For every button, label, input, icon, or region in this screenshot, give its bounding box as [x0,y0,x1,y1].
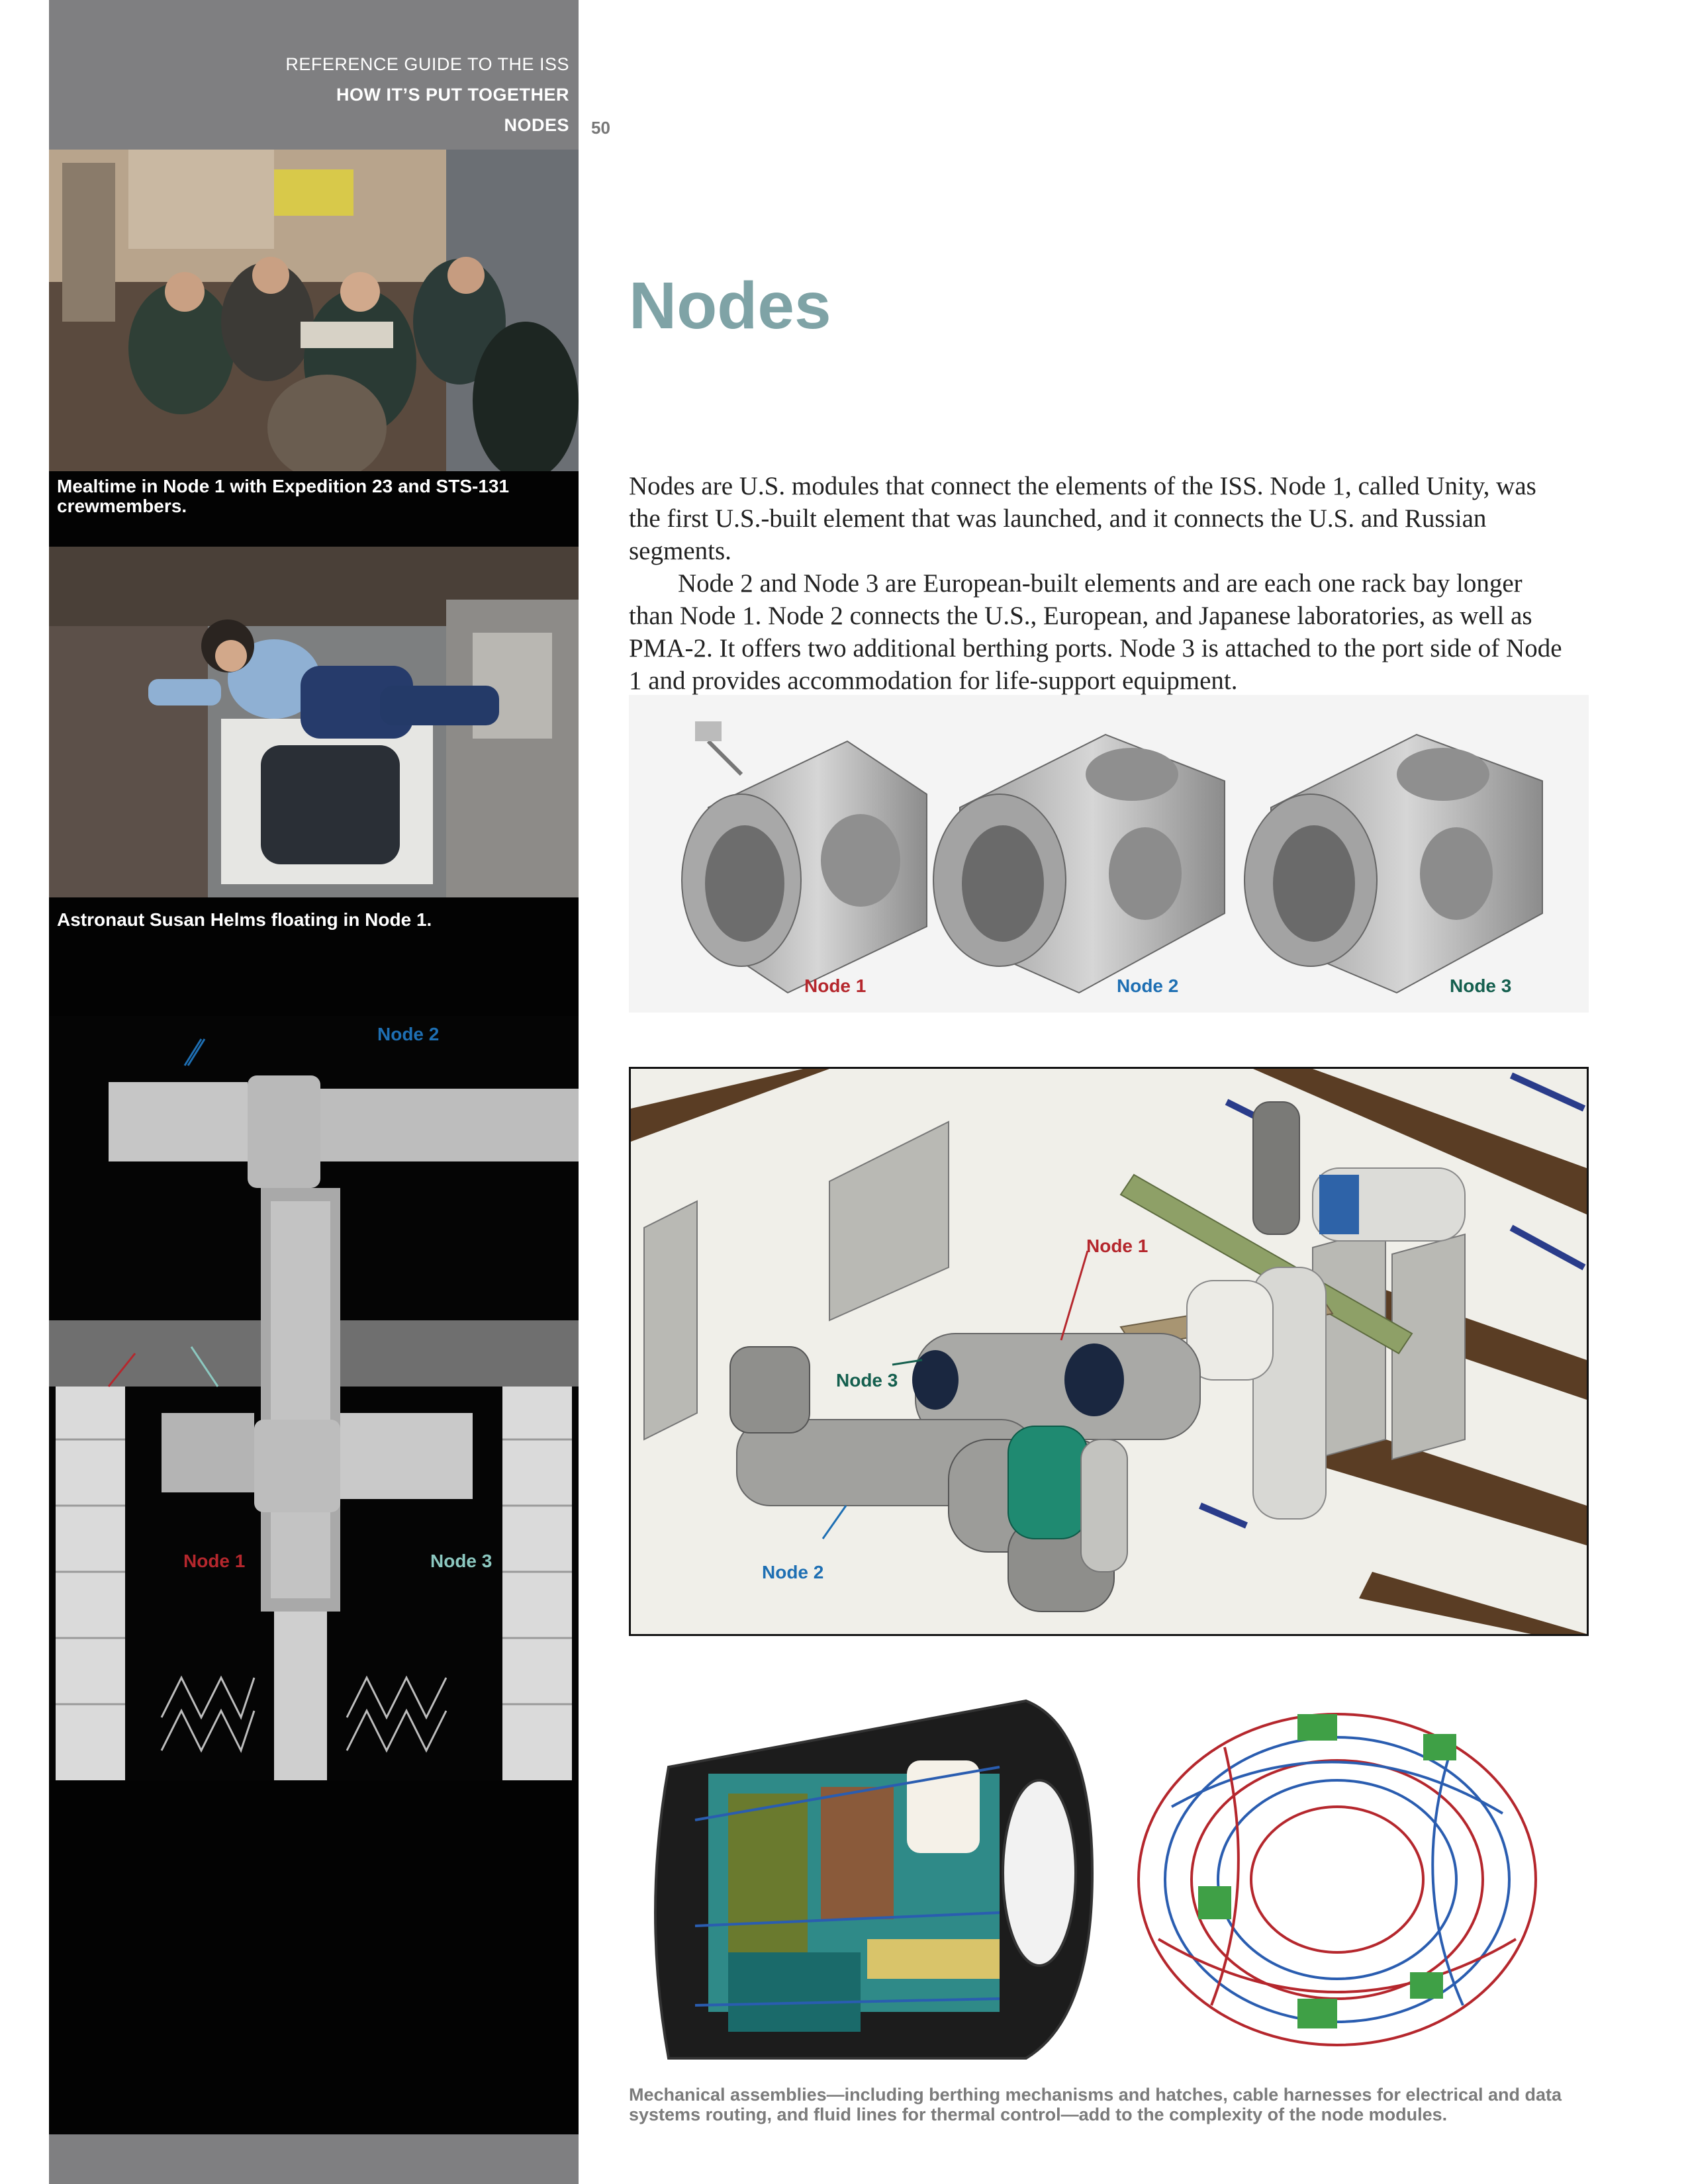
header-guide-title: REFERENCE GUIDE TO THE ISS [285,54,569,74]
node-cutaway-illustration [629,1688,1589,2078]
node3-module [1244,733,1543,994]
node1-module [681,721,927,994]
iss-diagram: Node 1 Node 3 Node 2 [629,1067,1589,1636]
susan-helms-caption: Astronaut Susan Helms floating in Node 1… [57,909,432,930]
diagram-node3-label: Node 3 [836,1370,898,1390]
paragraph-1: Nodes are U.S. modules that connect the … [629,472,1536,565]
page-number: 50 [591,118,610,138]
structure-cutaway [654,1699,1094,2060]
page-title: Nodes [629,269,831,343]
susan-helms-photo [49,547,579,897]
crew-meal-caption: Mealtime in Node 1 with Expedition 23 an… [57,476,510,516]
paragraph-2: Node 2 and Node 3 are European-built ele… [629,569,1562,695]
iss-photo-node2-label: Node 2 [377,1024,440,1044]
header-section-title: HOW IT’S PUT TOGETHER [336,85,569,105]
node-modules-illustration: Node 1 Node 2 Node 3 [629,695,1589,1013]
header-band: REFERENCE GUIDE TO THE ISS HOW IT’S PUT … [49,0,579,150]
footer-band [49,2134,579,2184]
cutaway-caption: Mechanical assemblies—including berthing… [629,2085,1562,2124]
harness-cutaway [1137,1713,1537,2046]
diagram-node1-label: Node 1 [1086,1236,1149,1256]
node2-module [933,733,1225,994]
module-node2-label: Node 2 [1117,976,1179,996]
crew-meal-photo [49,150,579,471]
body-text: Nodes are U.S. modules that connect the … [629,470,1569,697]
module-node3-label: Node 3 [1450,976,1512,996]
diagram-node2-label: Node 2 [762,1562,824,1582]
module-node1-label: Node 1 [804,976,867,996]
iss-photo-node3-label: Node 3 [430,1551,492,1571]
iss-overhead-photo: Node 2 Node 1 Node 3 [49,1016,579,1780]
iss-photo-node1-label: Node 1 [183,1551,246,1571]
header-subsection-title: NODES [504,115,569,135]
